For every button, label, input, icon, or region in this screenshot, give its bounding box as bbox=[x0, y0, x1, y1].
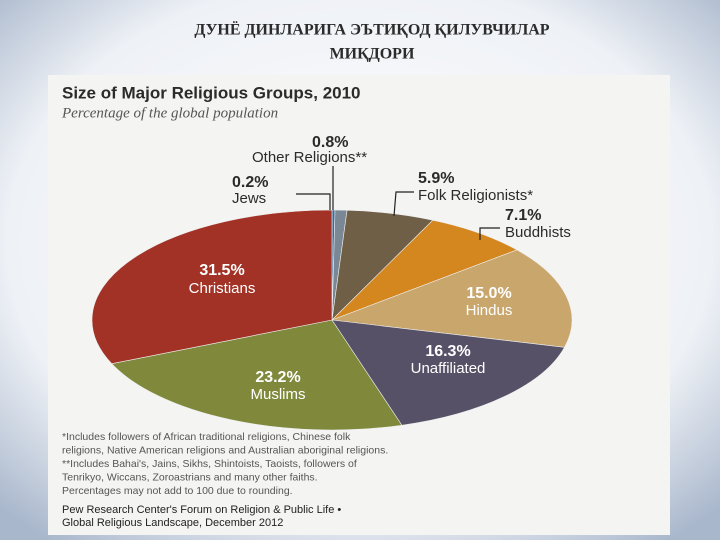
pie-slice bbox=[111, 319, 403, 431]
value-label: 5.9% bbox=[418, 170, 454, 187]
leader-line bbox=[393, 191, 414, 217]
value-label: 23.2% bbox=[255, 369, 300, 386]
value-label: 7.1% bbox=[505, 207, 541, 224]
footnote: religions, Native American religions and… bbox=[62, 444, 388, 456]
category-label: Unaffiliated bbox=[411, 360, 486, 377]
footnote: **Includes Bahai's, Jains, Sikhs, Shinto… bbox=[62, 458, 357, 470]
pie bbox=[91, 209, 573, 431]
slide-title: ДУНЁ ДИНЛАРИГА ЭЪТИҚОД ҚИЛУВЧИЛАР bbox=[194, 21, 549, 39]
source: Pew Research Center's Forum on Religion … bbox=[62, 504, 341, 516]
pie-slice bbox=[331, 249, 573, 348]
footnote: Tenrikyo, Wiccans, Zoroastrians and many… bbox=[62, 471, 318, 483]
leader-line bbox=[479, 227, 500, 240]
pie-slice bbox=[331, 219, 518, 321]
value-label: 15.0% bbox=[466, 285, 511, 302]
category-label: Hindus bbox=[466, 302, 513, 319]
chart-subtitle: Percentage of the global population bbox=[61, 105, 278, 121]
category-label: Other Religions** bbox=[252, 149, 367, 166]
category-label: Christians bbox=[189, 280, 256, 297]
source: Global Religious Landscape, December 201… bbox=[62, 517, 283, 529]
slide-title: МИҚДОРИ bbox=[330, 46, 415, 63]
footnote: Percentages may not add to 100 due to ro… bbox=[62, 485, 293, 497]
footnote: *Includes followers of African tradition… bbox=[62, 431, 351, 443]
value-label: 31.5% bbox=[199, 262, 244, 279]
value-label: 0.2% bbox=[232, 174, 268, 191]
pie-slice bbox=[91, 209, 333, 365]
category-label: Folk Religionists* bbox=[418, 187, 533, 204]
category-label: Buddhists bbox=[505, 224, 571, 241]
category-label: Muslims bbox=[251, 386, 306, 403]
chart-title: Size of Major Religious Groups, 2010 bbox=[62, 83, 361, 102]
value-label: 0.8% bbox=[312, 134, 348, 151]
pie-slice bbox=[331, 319, 565, 426]
category-label: Jews bbox=[232, 190, 266, 207]
value-label: 16.3% bbox=[425, 343, 470, 360]
leader-line bbox=[296, 193, 331, 210]
labels: 0.2%Jews 0.8%Other Religions** 5.9%Folk Re… bbox=[189, 134, 571, 403]
